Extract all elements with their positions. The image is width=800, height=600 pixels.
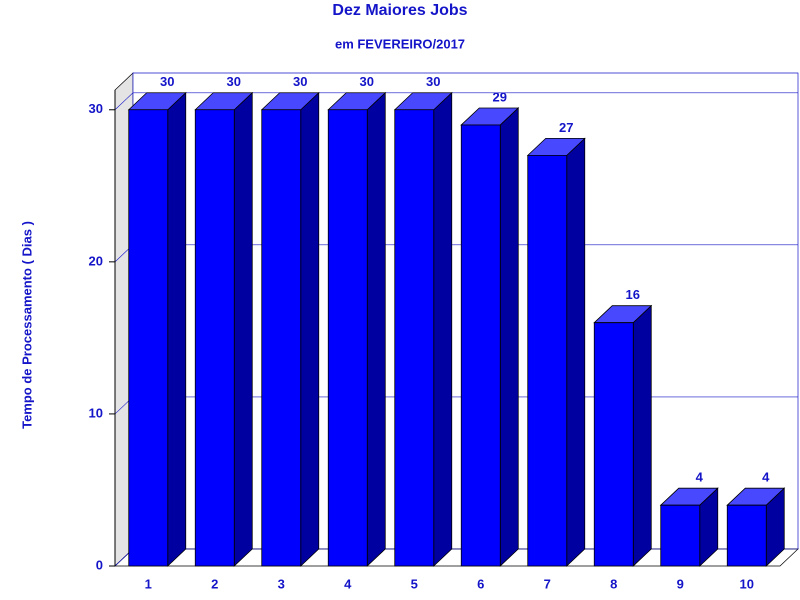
bar-front xyxy=(194,109,235,567)
bar-front xyxy=(261,109,302,567)
value-label: 30 xyxy=(426,74,440,89)
bar-front xyxy=(593,322,634,567)
bar-side xyxy=(499,107,519,567)
bar xyxy=(260,91,320,567)
x-tick-label: 1 xyxy=(145,576,152,591)
value-label: 29 xyxy=(493,89,507,104)
value-label: 16 xyxy=(626,287,640,302)
value-label: 30 xyxy=(160,74,174,89)
bar-front xyxy=(128,109,169,567)
x-tick-label: 3 xyxy=(278,576,285,591)
bar xyxy=(127,91,187,567)
x-tick-label: 9 xyxy=(677,576,684,591)
x-tick-label: 8 xyxy=(610,576,617,591)
bar xyxy=(460,107,520,567)
bar xyxy=(593,304,653,567)
bar-side xyxy=(167,91,187,567)
bar xyxy=(393,91,453,567)
value-label: 4 xyxy=(696,470,704,485)
value-label: 30 xyxy=(227,74,241,89)
x-tick-label: 5 xyxy=(411,576,418,591)
x-tick-label: 10 xyxy=(740,576,754,591)
bar-side xyxy=(300,91,320,567)
bar-side xyxy=(632,304,652,567)
bar-front xyxy=(394,109,435,567)
bar xyxy=(726,487,786,567)
y-axis-label: Tempo de Processamento ( Dias ) xyxy=(19,221,34,429)
x-tick-label: 7 xyxy=(544,576,551,591)
bar-side xyxy=(566,137,586,567)
bar-front xyxy=(527,154,568,567)
x-tick-label: 6 xyxy=(477,576,484,591)
bar-side xyxy=(366,91,386,567)
bar xyxy=(194,91,254,567)
x-tick-label: 4 xyxy=(344,576,352,591)
chart-title: Dez Maiores Jobs xyxy=(332,2,467,19)
bar xyxy=(526,137,586,567)
bar xyxy=(327,91,387,567)
y-tick-label: 10 xyxy=(89,405,103,420)
y-tick-label: 20 xyxy=(89,253,103,268)
y-tick-label: 0 xyxy=(96,557,103,572)
x-tick-label: 2 xyxy=(211,576,218,591)
grid-line xyxy=(114,92,798,110)
bar xyxy=(659,487,719,567)
value-label: 27 xyxy=(559,120,573,135)
bar-side xyxy=(233,91,253,567)
bar-front xyxy=(460,124,501,567)
value-label: 30 xyxy=(293,74,307,89)
chart-subtitle: em FEVEREIRO/2017 xyxy=(335,36,465,51)
value-label: 30 xyxy=(360,74,374,89)
value-label: 4 xyxy=(762,470,770,485)
bar-side xyxy=(433,91,453,567)
bar-front xyxy=(327,109,368,567)
y-tick-label: 30 xyxy=(89,101,103,116)
bar-front xyxy=(726,504,767,567)
bar-front xyxy=(660,504,701,567)
